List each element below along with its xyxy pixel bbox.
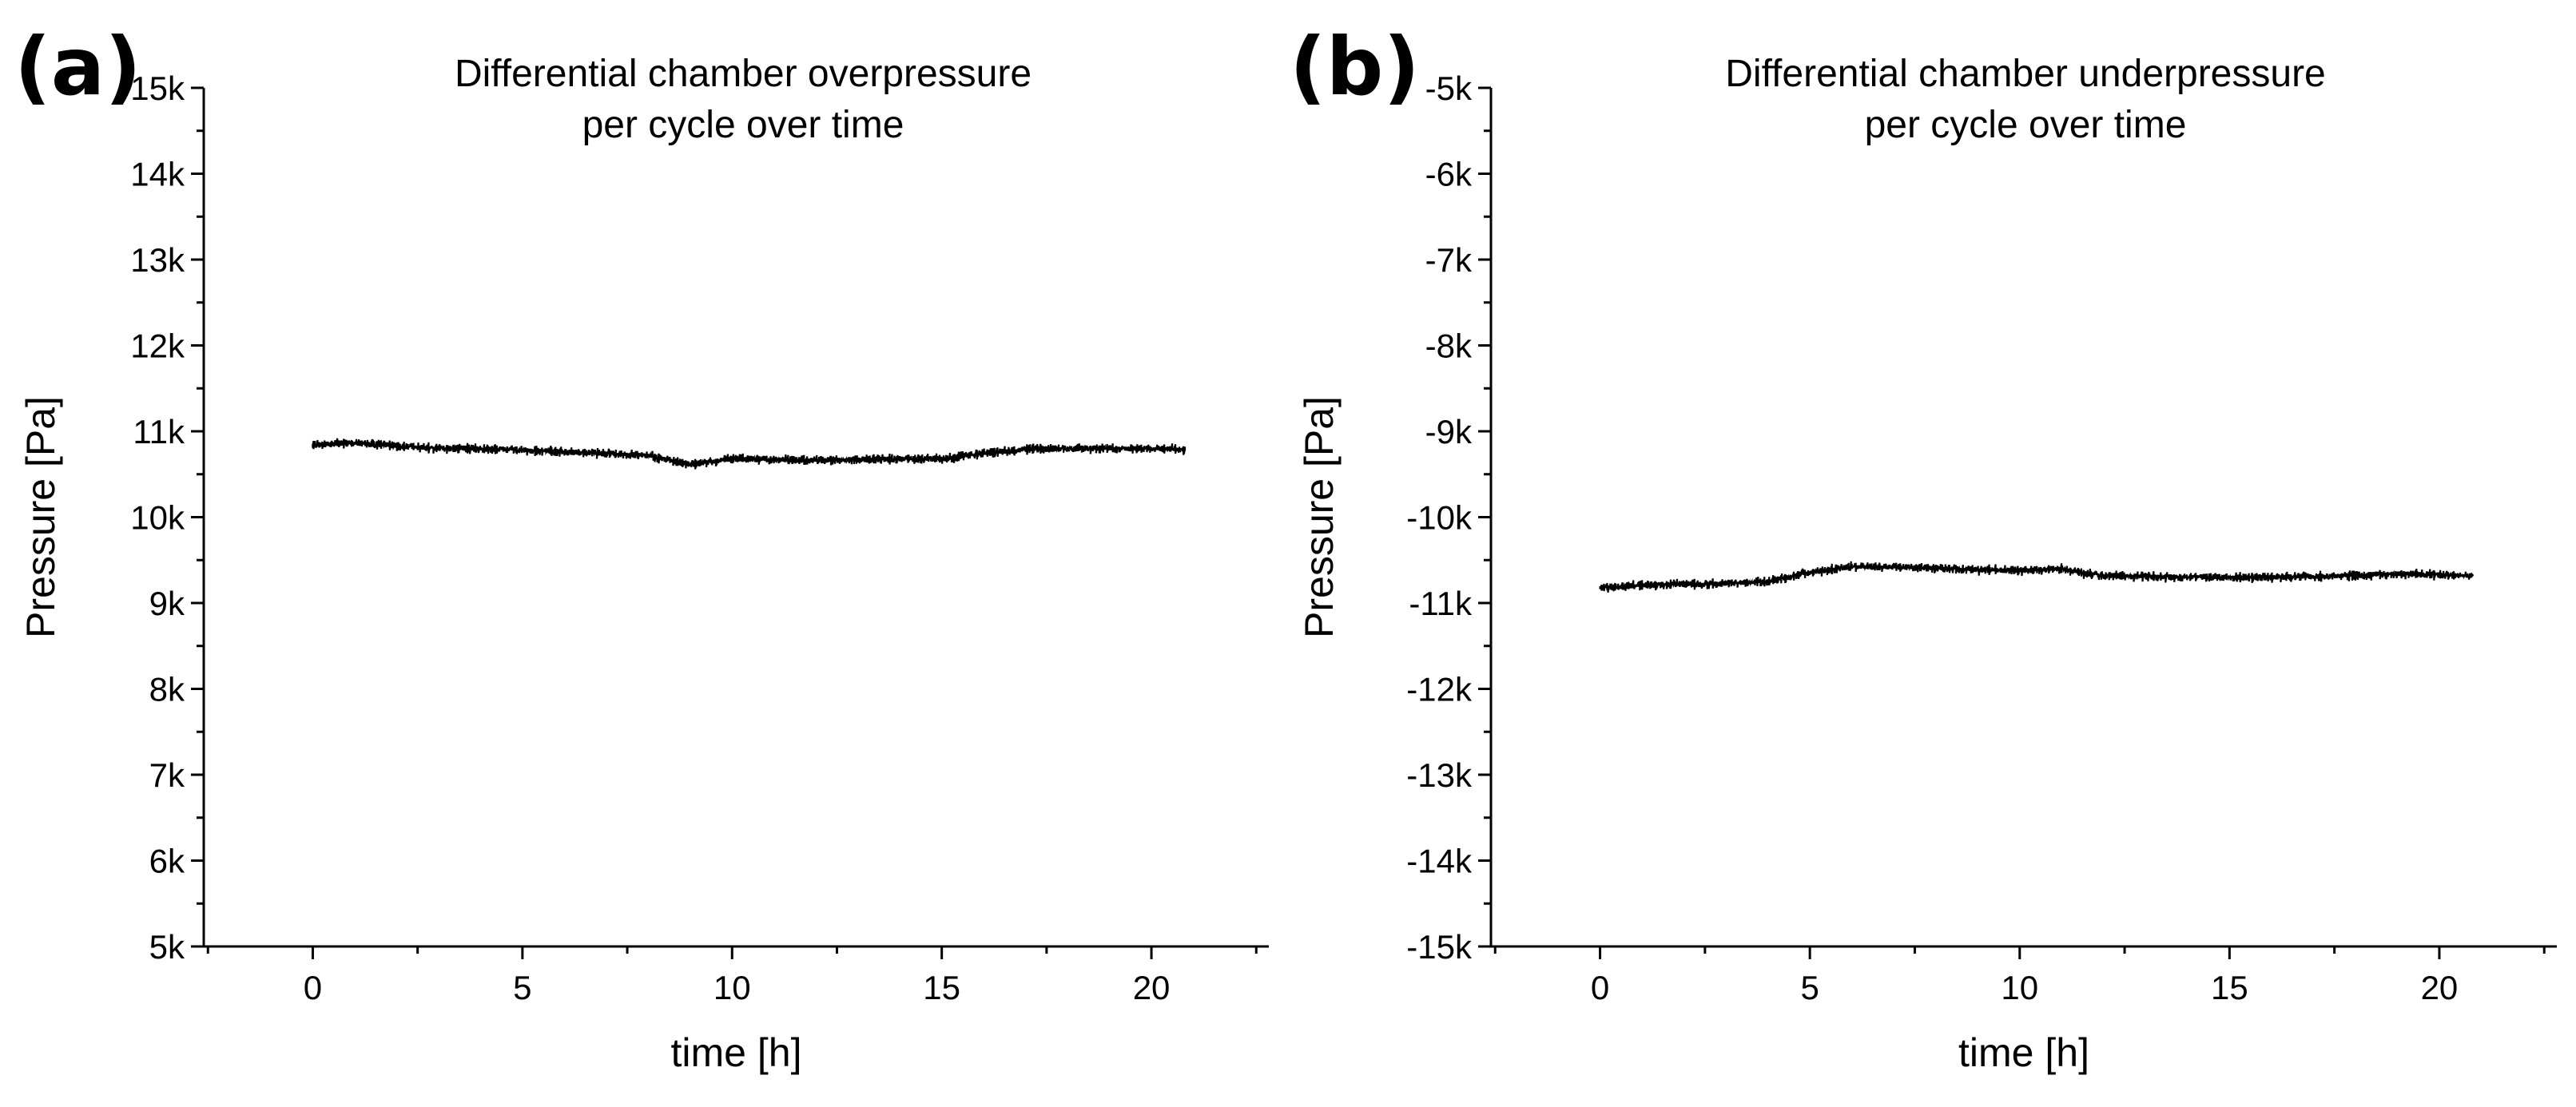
x-tick-label: 15 [2211, 969, 2248, 1006]
y-tick-label: 8k [149, 671, 185, 708]
y-tick-label: -12k [1406, 671, 1473, 708]
y-tick-label: -13k [1406, 756, 1473, 794]
x-tick-label: 10 [2001, 969, 2038, 1006]
y-tick-label: 6k [149, 843, 185, 880]
x-tick-label: 5 [1800, 969, 1819, 1006]
y-tick-label: 11k [133, 413, 185, 450]
x-axis-label: time [h] [1958, 1030, 2089, 1075]
chart-title-line: per cycle over time [582, 104, 904, 146]
y-tick-label: 13k [130, 241, 185, 279]
x-tick-label: 15 [923, 969, 960, 1006]
y-tick-label: 15k [130, 69, 185, 107]
y-tick-label: -9k [1425, 413, 1473, 450]
y-tick-label: -7k [1425, 241, 1473, 279]
x-tick-label: 10 [714, 969, 751, 1006]
y-tick-label: -8k [1425, 327, 1473, 365]
y-axis-label: Pressure [Pa] [18, 396, 63, 638]
series-line-overpressure [312, 438, 1187, 470]
panel-label: (b) [1290, 20, 1420, 113]
y-tick-label: 14k [130, 156, 185, 193]
x-tick-label: 20 [1133, 969, 1171, 1006]
chart-title-line: Differential chamber overpressure [455, 53, 1032, 95]
chart-title-line: per cycle over time [1865, 104, 2187, 146]
x-tick-label: 20 [2421, 969, 2459, 1006]
x-tick-label: 0 [304, 969, 322, 1006]
x-axis-label: time [h] [671, 1030, 802, 1075]
chart-title-line: Differential chamber underpressure [1725, 53, 2326, 95]
y-tick-label: 7k [149, 756, 185, 794]
y-tick-label: 5k [149, 928, 185, 966]
y-tick-label: -11k [1409, 585, 1473, 622]
y-tick-label: -10k [1406, 499, 1473, 537]
series-line-underpressure [1599, 561, 2475, 593]
y-tick-label: -14k [1406, 843, 1473, 880]
y-axis-label: Pressure [Pa] [1297, 396, 1342, 638]
x-tick-label: 5 [513, 969, 531, 1006]
y-tick-label: -6k [1425, 156, 1473, 193]
y-tick-label: 12k [130, 327, 185, 365]
panel-label: (a) [14, 20, 141, 113]
y-tick-label: 10k [130, 499, 185, 537]
x-tick-label: 0 [1591, 969, 1609, 1006]
y-tick-label: -5k [1425, 69, 1473, 107]
y-tick-label: 9k [149, 585, 185, 622]
y-tick-label: -15k [1406, 928, 1473, 966]
